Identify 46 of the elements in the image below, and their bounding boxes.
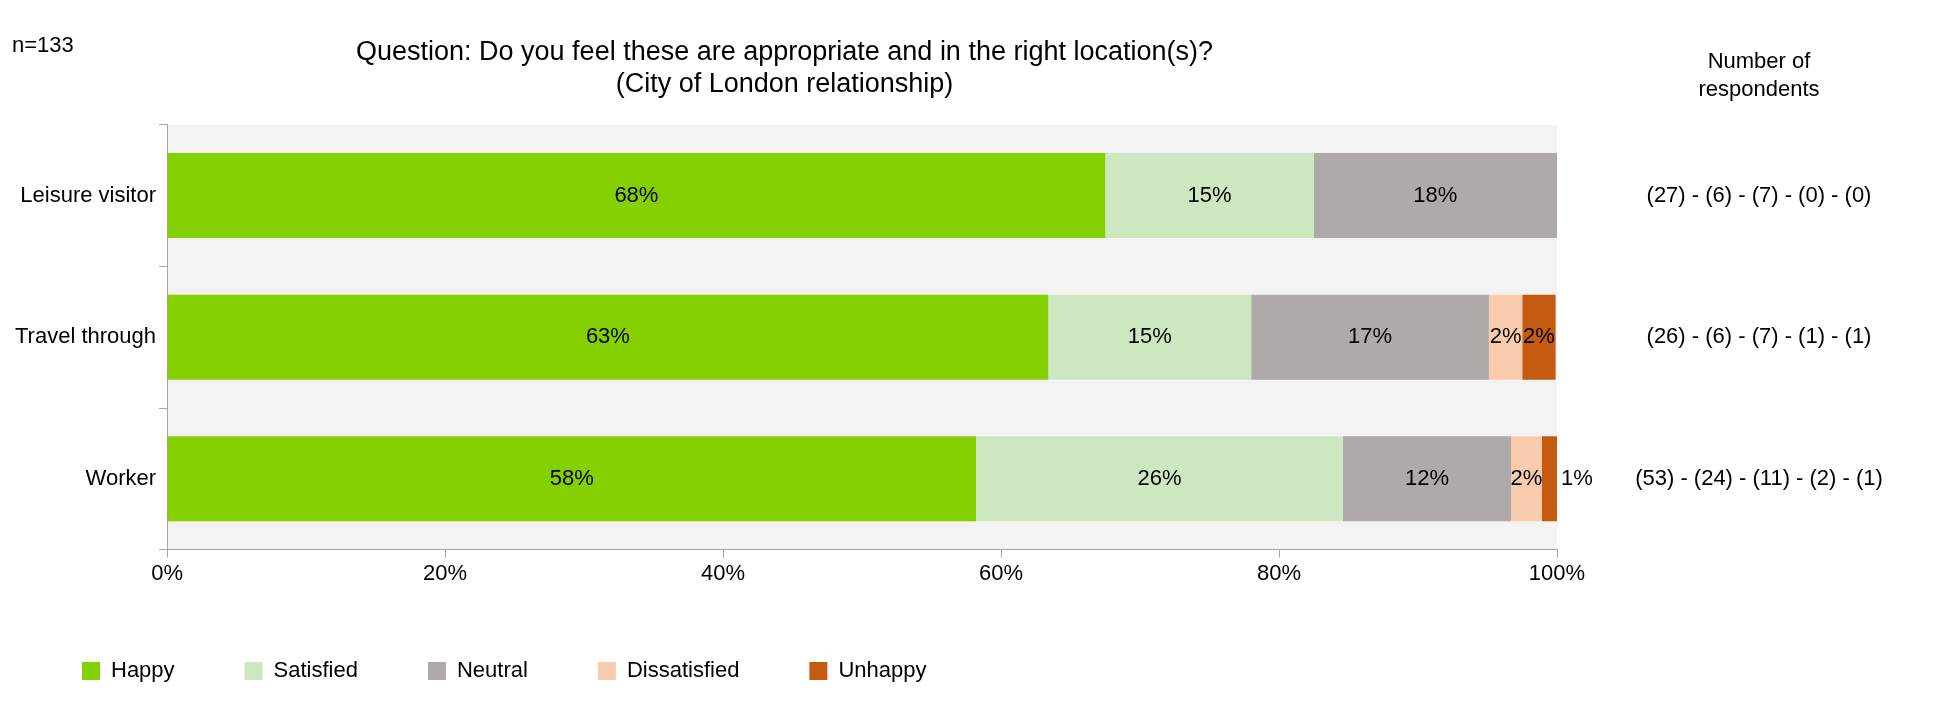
legend-label: Neutral xyxy=(456,657,528,683)
data-label: 2% xyxy=(1523,323,1555,349)
bar xyxy=(1251,294,1489,380)
text: (53) - (24) - (11) - (2) - (1) xyxy=(1635,464,1883,490)
legend-label: Happy xyxy=(111,657,175,683)
bar xyxy=(1048,294,1252,380)
bar xyxy=(1488,294,1523,380)
bar xyxy=(975,436,1343,522)
data-label: 2% xyxy=(1510,464,1543,490)
data-label: 15% xyxy=(1127,323,1172,349)
x-tick-label: 60% xyxy=(978,559,1024,585)
legend-label: Satisfied xyxy=(273,657,358,683)
text: n=133 xyxy=(12,32,74,58)
chart-title: Question: Do you feel these are appropriate and in the right location(s)? (City of London relationship) xyxy=(355,35,1214,99)
bar xyxy=(1541,436,1557,522)
bar xyxy=(1342,436,1512,522)
bar xyxy=(1522,294,1556,380)
x-tick-label: 100% xyxy=(1528,559,1586,585)
bar xyxy=(167,153,1106,239)
data-label: 2% xyxy=(1489,323,1522,349)
x-tick-label: 0% xyxy=(151,559,183,585)
data-label: 1% xyxy=(1561,464,1593,490)
y-tick-label: Leisure visitor xyxy=(20,181,157,207)
text: (27) - (6) - (7) - (0) - (0) xyxy=(1646,181,1872,207)
bar xyxy=(167,436,976,522)
bar xyxy=(1313,153,1557,239)
data-label: 26% xyxy=(1137,464,1182,490)
text: Number of respondents xyxy=(1698,48,1820,102)
x-tick-label: 20% xyxy=(423,559,468,585)
data-label: 63% xyxy=(585,323,630,349)
data-label: 18% xyxy=(1413,181,1458,207)
legend-label: Dissatisfied xyxy=(626,657,740,683)
data-label: 58% xyxy=(549,464,594,490)
y-tick-label: Worker xyxy=(85,464,157,490)
data-label: 17% xyxy=(1348,323,1393,349)
x-tick-label: 80% xyxy=(1256,559,1302,585)
legend-label: Unhappy xyxy=(838,657,927,683)
x-tick-label: 40% xyxy=(701,559,746,585)
bar xyxy=(167,294,1049,380)
data-label: 15% xyxy=(1187,181,1232,207)
y-tick-label: Travel through xyxy=(14,323,157,349)
data-label: 12% xyxy=(1405,464,1450,490)
data-label: 68% xyxy=(614,181,659,207)
text: (26) - (6) - (7) - (1) - (1) xyxy=(1646,323,1872,349)
bar xyxy=(1511,436,1542,522)
bar xyxy=(1105,153,1314,239)
